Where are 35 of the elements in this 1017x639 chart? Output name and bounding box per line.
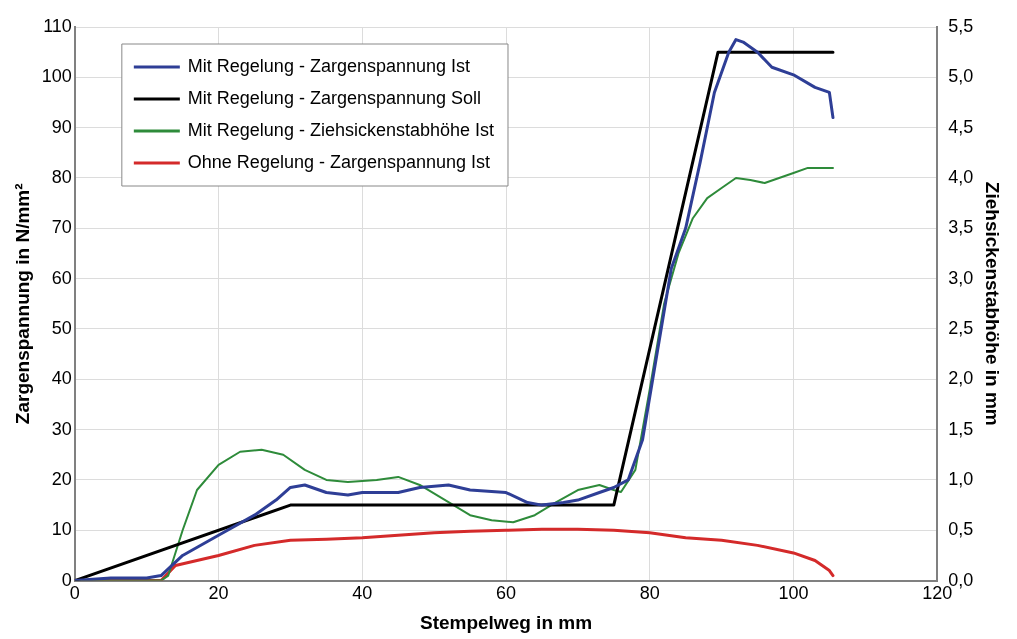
x-tick-label: 100 [778, 583, 809, 604]
legend-label: Mit Regelung - Zargenspannung Ist [187, 55, 470, 76]
y2-tick-label: 2,0 [948, 368, 974, 389]
y2-axis-title: Ziehsickenstabhöhe in mm [982, 181, 1004, 426]
y2-tick-label: 2,5 [948, 317, 974, 338]
x-tick-label: 20 [208, 583, 229, 604]
legend-label: Mit Regelung - Zargenspannung Soll [187, 87, 482, 108]
y2-tick-label: 3,0 [948, 267, 974, 288]
y-tick-label: 20 [51, 468, 72, 489]
y2-tick-label: 5,0 [948, 66, 974, 87]
y2-tick-label: 1,0 [948, 468, 974, 489]
y2-tick-label: 4,5 [948, 116, 974, 137]
x-tick-label: 80 [639, 583, 660, 604]
y-tick-label: 50 [51, 317, 72, 338]
y-tick-label: 60 [51, 267, 72, 288]
y-tick-label: 30 [51, 418, 72, 439]
y2-tick-label: 5,5 [948, 15, 974, 36]
y-tick-label: 0 [61, 569, 72, 590]
y-tick-label: 100 [41, 66, 72, 87]
y-tick-label: 10 [51, 519, 72, 540]
y-tick-label: 90 [51, 116, 72, 137]
y-tick-label: 80 [51, 166, 72, 187]
x-tick-label: 40 [352, 583, 373, 604]
y2-tick-label: 4,0 [948, 166, 974, 187]
y-axis-title: Zargenspannung in N/mm² [11, 183, 33, 425]
x-axis-title: Stempelweg in mm [419, 611, 593, 633]
legend-label: Ohne Regelung - Zargenspannung Ist [187, 151, 491, 172]
legend-label: Mit Regelung - Ziehsickenstabhöhe Ist [187, 119, 494, 140]
x-tick-label: 60 [495, 583, 517, 604]
y-tick-label: 110 [43, 15, 72, 36]
y2-tick-label: 0,5 [948, 519, 974, 540]
y2-tick-label: 1,5 [948, 418, 974, 439]
y-tick-label: 40 [51, 368, 72, 389]
y-tick-label: 70 [51, 217, 72, 238]
y2-tick-label: 3,5 [948, 217, 974, 238]
